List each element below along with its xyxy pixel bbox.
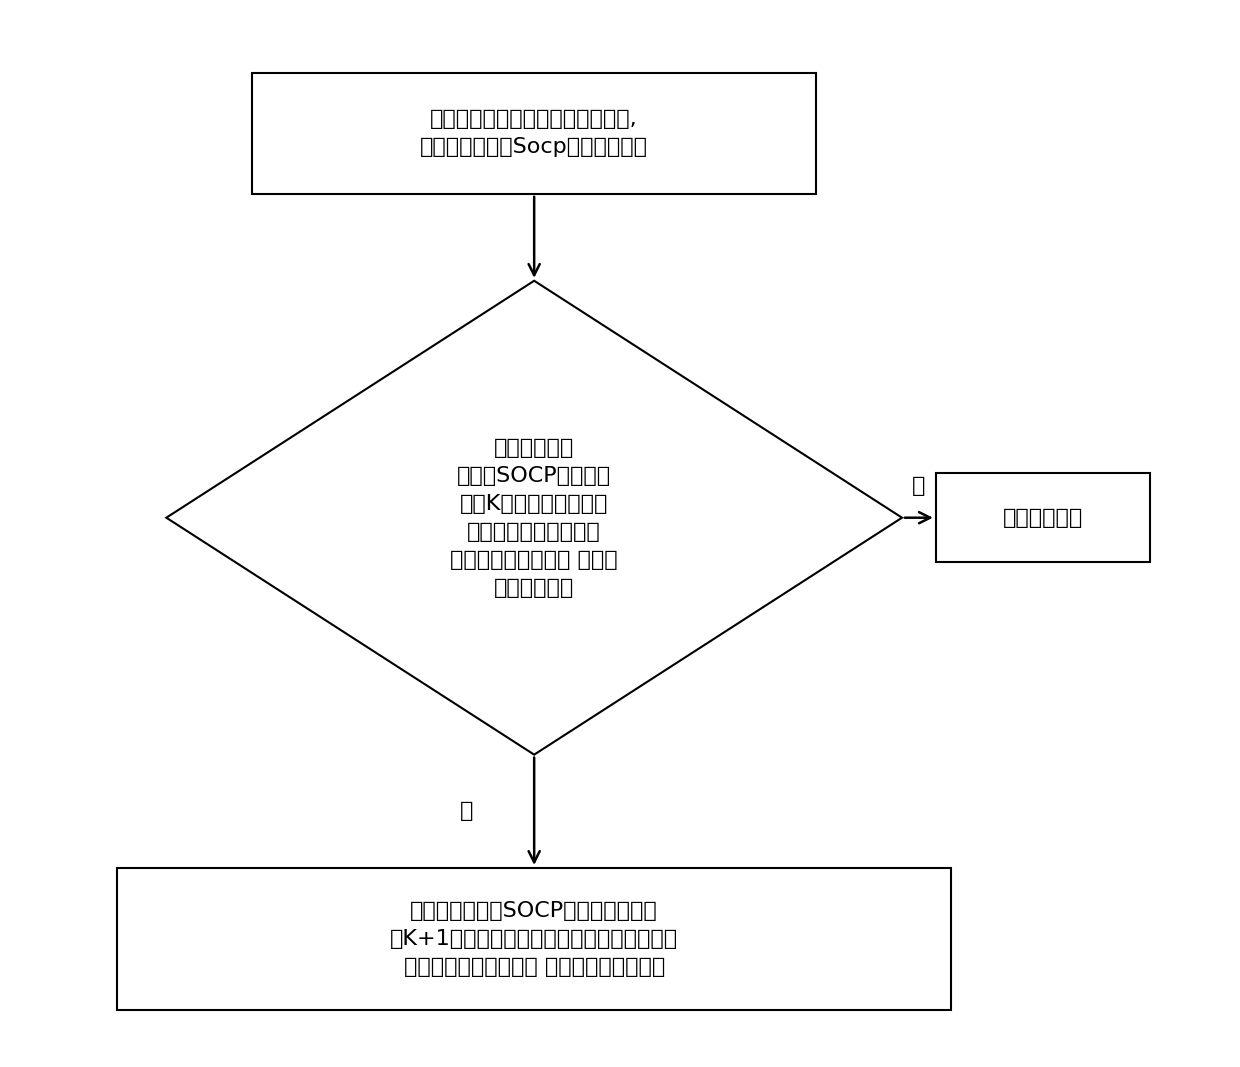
Text: 采用二阶锥松弞SOCP对目标函数进行
第K+1次求解，并在求解过程中加入最优潮流
割平面约束，直到差值 满足要求后退出计算: 采用二阶锥松弞SOCP对目标函数进行 第K+1次求解，并在求解过程中加入最优潮流… bbox=[391, 901, 678, 977]
FancyBboxPatch shape bbox=[936, 473, 1151, 562]
Text: 否: 否 bbox=[460, 801, 474, 822]
Text: 直接退出计算: 直接退出计算 bbox=[1003, 508, 1083, 528]
FancyBboxPatch shape bbox=[118, 867, 951, 1010]
Polygon shape bbox=[166, 281, 901, 754]
Text: 对目标函数和约束条件进行线性化,
采用二阶锥松弞Socp求解目标函数: 对目标函数和约束条件进行线性化, 采用二阶锥松弞Socp求解目标函数 bbox=[420, 109, 649, 157]
Text: 判断采用二阶
锥松弞SOCP求解目标
函数K次迭代后的目标值
与采用整数规划松弞求
解目标函数的目标值 的差值
是否满足要求: 判断采用二阶 锥松弞SOCP求解目标 函数K次迭代后的目标值 与采用整数规划松弞… bbox=[450, 437, 618, 598]
FancyBboxPatch shape bbox=[252, 73, 816, 194]
Text: 是: 是 bbox=[913, 476, 925, 496]
